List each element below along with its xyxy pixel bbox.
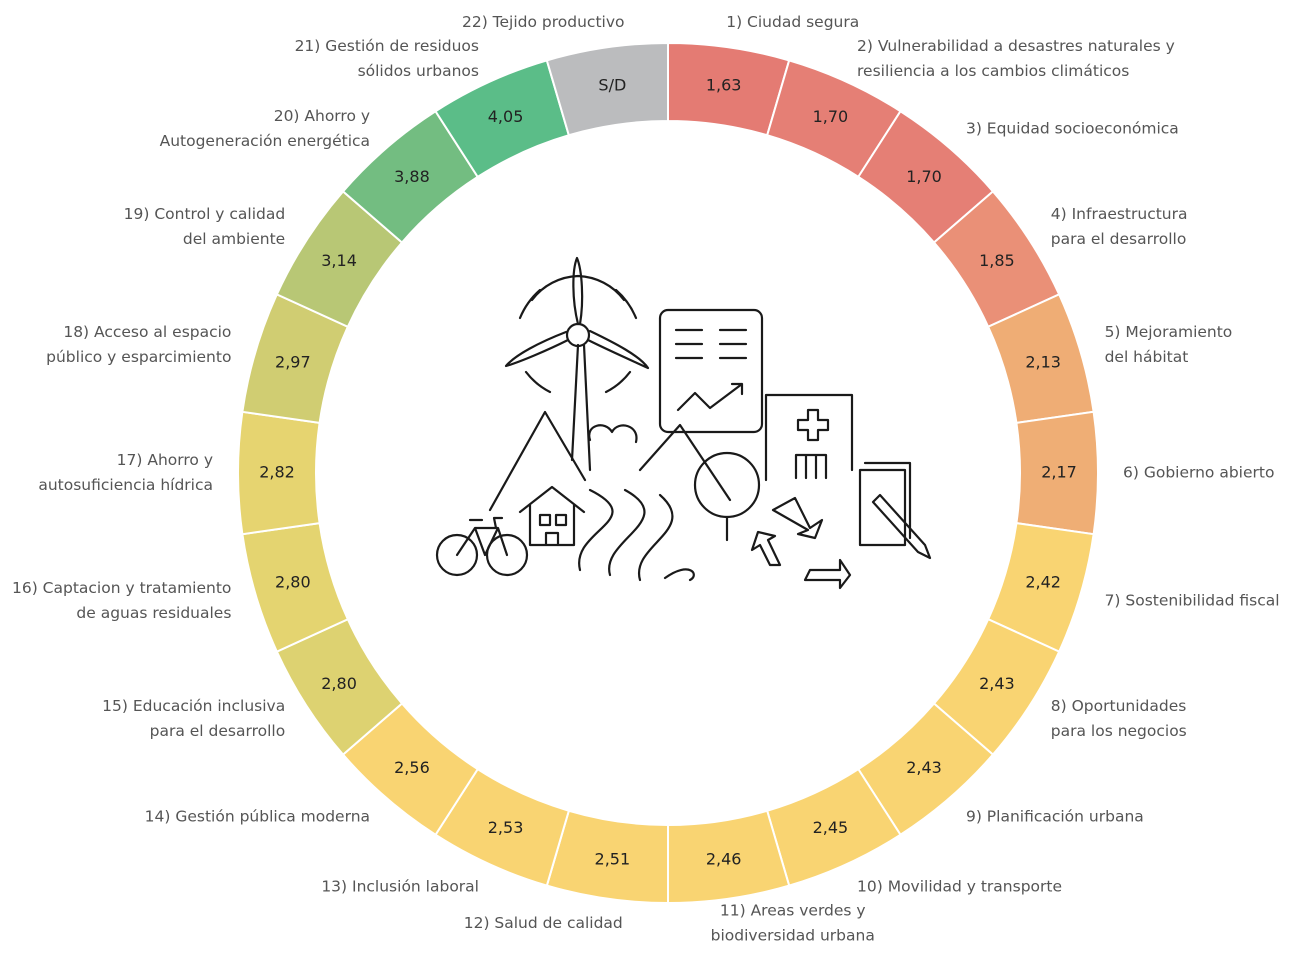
category-label: 19) Control y calidad: [124, 205, 286, 223]
category-label: de aguas residuales: [76, 604, 231, 622]
value-label: 2,43: [979, 674, 1015, 693]
category-label: 9) Planificación urbana: [966, 807, 1144, 825]
value-label: 4,05: [488, 107, 524, 126]
category-label: sólidos urbanos: [358, 62, 479, 80]
value-label: 2,51: [595, 850, 631, 869]
value-label: 1,63: [706, 75, 742, 94]
value-label: 2,56: [394, 758, 430, 777]
category-label: para el desarrollo: [150, 722, 286, 740]
category-label: público y esparcimiento: [46, 348, 231, 366]
category-label: Autogeneración energética: [160, 132, 370, 150]
category-label: 10) Movilidad y transporte: [857, 877, 1062, 895]
category-label: para los negocios: [1051, 722, 1187, 740]
value-label: 2,82: [259, 463, 295, 482]
value-label: 2,80: [321, 674, 357, 693]
category-label: resiliencia a los cambios climáticos: [857, 62, 1129, 80]
value-label: 1,85: [979, 251, 1015, 270]
value-label: 1,70: [906, 167, 942, 186]
value-label: 3,14: [321, 251, 357, 270]
ring-segment: [545, 41, 669, 137]
category-label: biodiversidad urbana: [711, 926, 875, 944]
value-label: 2,43: [906, 758, 942, 777]
value-label: 2,42: [1025, 573, 1061, 592]
value-label: 2,45: [813, 818, 849, 837]
category-label: 3) Equidad socioeconómica: [966, 120, 1179, 138]
category-label: del hábitat: [1105, 348, 1189, 366]
category-label: 13) Inclusión laboral: [321, 877, 479, 895]
category-label: 21) Gestión de residuos: [295, 37, 479, 55]
value-label: 2,17: [1041, 463, 1077, 482]
category-label: 1) Ciudad segura: [726, 13, 859, 31]
value-label: 2,53: [488, 818, 524, 837]
center-illustration: [435, 256, 932, 590]
category-label: 8) Oportunidades: [1051, 697, 1187, 715]
value-label: 2,97: [275, 352, 311, 371]
category-label: del ambiente: [183, 230, 285, 248]
value-label: 2,13: [1025, 352, 1061, 371]
category-label: 6) Gobierno abierto: [1123, 464, 1274, 482]
category-label: 5) Mejoramiento: [1105, 323, 1233, 341]
category-label: 15) Educación inclusiva: [102, 697, 285, 715]
category-label: 2) Vulnerabilidad a desastres naturales …: [857, 37, 1175, 55]
category-label: 16) Captacion y tratamiento: [12, 579, 231, 597]
category-label: 14) Gestión pública moderna: [145, 807, 370, 825]
value-label: 3,88: [394, 167, 430, 186]
category-label: 4) Infraestructura: [1051, 205, 1188, 223]
value-label: S/D: [598, 75, 626, 94]
category-label: autosuficiencia hídrica: [38, 476, 213, 494]
category-label: 7) Sostenibilidad fiscal: [1105, 592, 1280, 610]
category-label: 17) Ahorro y: [117, 451, 213, 469]
value-label: 2,80: [275, 573, 311, 592]
category-label: 22) Tejido productivo: [462, 13, 625, 31]
category-label: 11) Areas verdes y: [720, 901, 866, 919]
category-label: 20) Ahorro y: [274, 107, 370, 125]
category-label: 18) Acceso al espacio: [63, 323, 231, 341]
value-label: 2,46: [706, 850, 742, 869]
category-label: 12) Salud de calidad: [464, 914, 623, 932]
value-label: 1,70: [813, 107, 849, 126]
category-label: para el desarrollo: [1051, 230, 1187, 248]
